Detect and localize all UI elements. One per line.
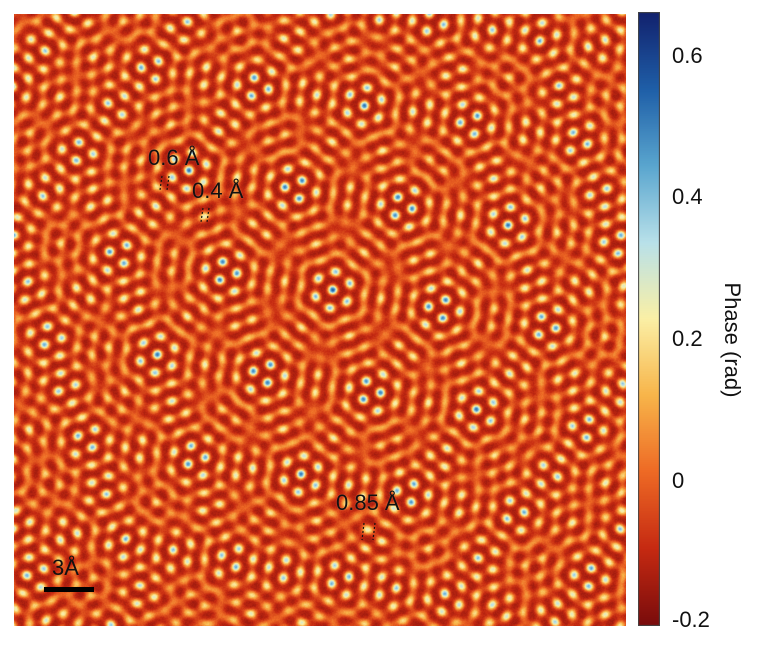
marker-0-4-a: [200, 207, 204, 223]
annotation-0-6: 0.6 Å: [148, 145, 200, 170]
colorbar-tick-neg-0-2: -0.2: [672, 607, 710, 632]
scalebar: [44, 587, 94, 592]
phase-map-image: [14, 14, 626, 626]
annotation-0-4: 0.4 Å: [192, 178, 244, 203]
marker-0-6-a: [159, 175, 163, 191]
marker-0-6-b: [166, 175, 170, 191]
colorbar: [638, 12, 660, 626]
colorbar-tick-0-2: 0.2: [672, 326, 703, 351]
marker-0-85-b: [372, 522, 376, 541]
annotation-0-85: 0.85 Å: [336, 490, 400, 515]
colorbar-tick-0-4: 0.4: [672, 184, 703, 209]
colorbar-tick-0: 0: [672, 468, 685, 493]
scalebar-label: 3Å: [52, 555, 79, 580]
marker-0-4-b: [206, 207, 210, 223]
colorbar-tick-0-6: 0.6: [672, 43, 703, 68]
marker-0-85-a: [361, 522, 365, 541]
